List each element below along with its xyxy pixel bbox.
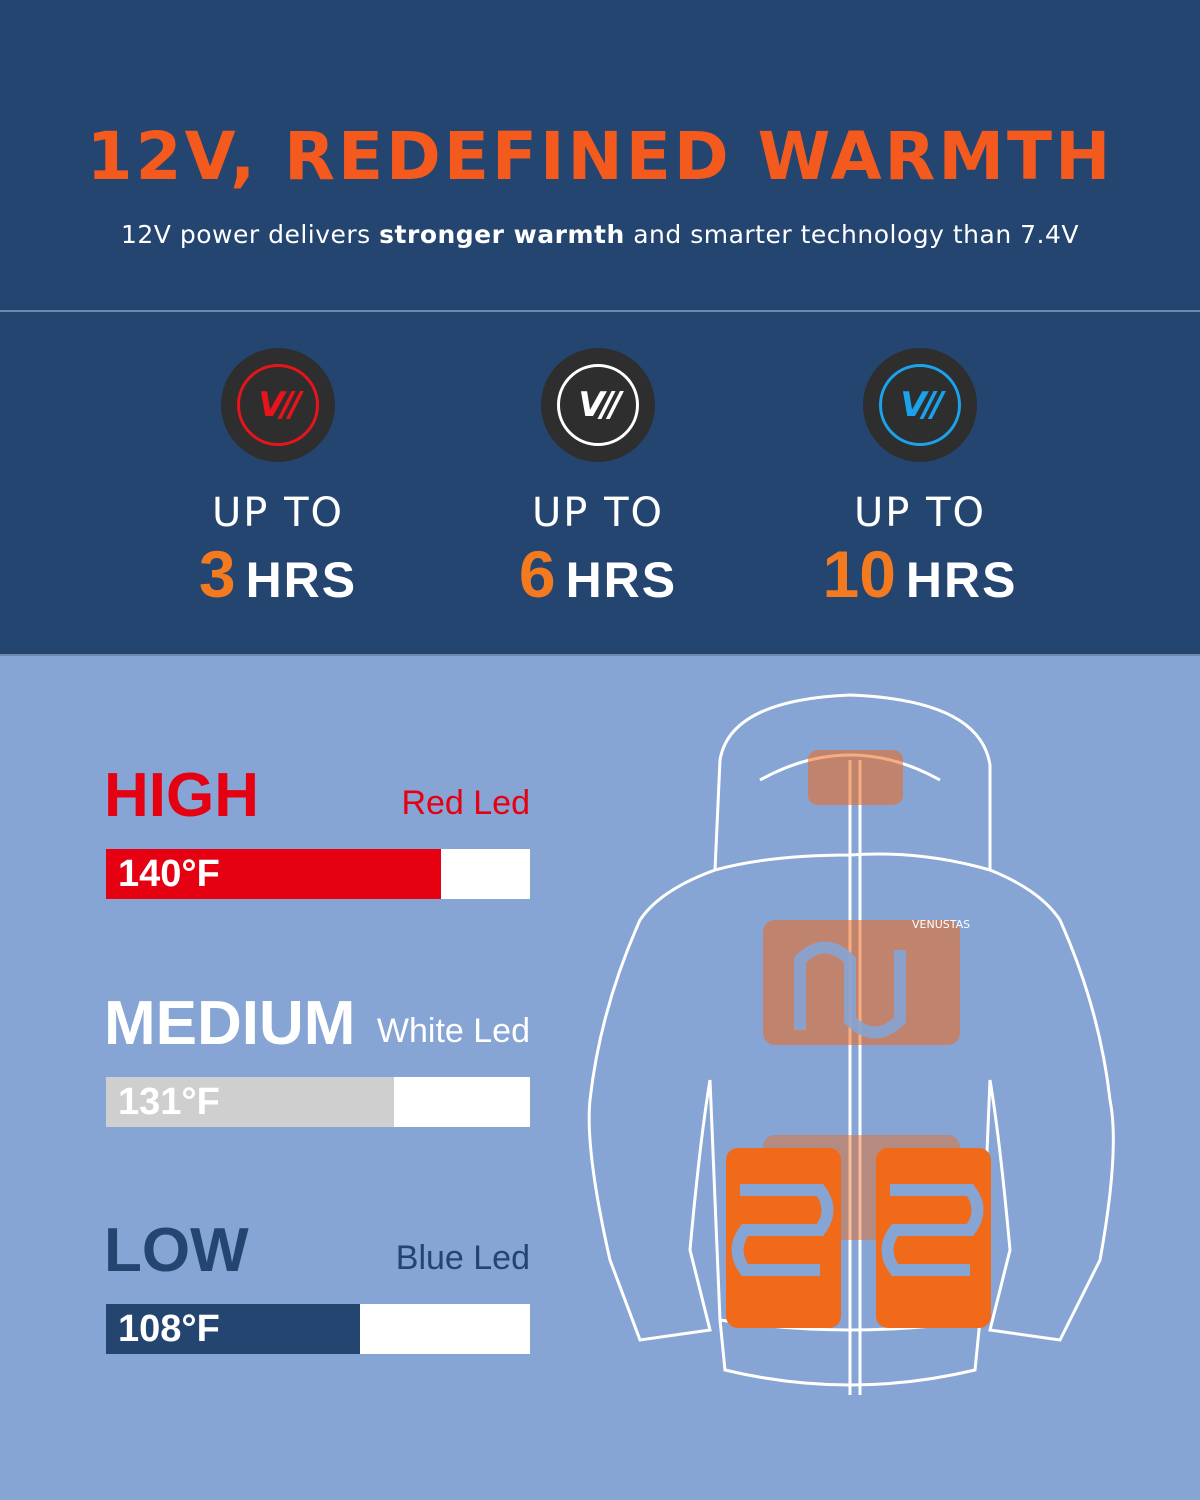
runtime-value: 3 HRS — [198, 537, 358, 611]
brand-logo: VENUSTAS — [912, 918, 970, 931]
collar-heater — [808, 750, 903, 805]
hood-outline — [713, 693, 992, 872]
led-label: Red Led — [401, 784, 530, 822]
divider — [0, 654, 1200, 656]
level-name: HIGH — [104, 761, 259, 830]
subtitle: 12V power delivers stronger warmth and s… — [121, 220, 1079, 249]
temperature-bar: 131°F — [106, 1077, 530, 1127]
runtime-6-hrs: V// UP TO 6 HRS — [438, 348, 758, 612]
temperature-bar: 108°F — [106, 1304, 530, 1354]
heated-jacket-illustration: VENUSTAS — [587, 693, 1115, 1395]
led-label: Blue Led — [395, 1239, 530, 1277]
temperature-value: 108°F — [118, 1308, 220, 1350]
temperature-bar-fill — [106, 1077, 395, 1127]
page-title: 12V, REDEFINED WARMTH — [86, 118, 1114, 195]
level-name: LOW — [104, 1216, 249, 1285]
temperature-value: 140°F — [118, 853, 220, 895]
temperature-value: 131°F — [118, 1081, 220, 1123]
heat-level-high: HIGH Red Led 140°F — [104, 760, 530, 900]
temperature-bar: 140°F — [106, 849, 530, 899]
top-banner — [0, 0, 1200, 655]
temperature-bar-fill — [106, 1304, 361, 1354]
blue-led-logo-icon: V// — [863, 348, 977, 462]
runtime-value: 10 HRS — [822, 537, 1018, 611]
runtime-value: 6 HRS — [518, 537, 678, 611]
heat-level-medium: MEDIUM White Led 131°F — [104, 988, 530, 1128]
led-label: White Led — [376, 1012, 530, 1050]
temperature-bar-fill — [106, 849, 441, 899]
divider — [0, 310, 1200, 312]
runtime-3-hrs: V// UP TO 3 HRS — [118, 348, 438, 612]
runtime-label: UP TO — [853, 490, 987, 536]
runtime-label: UP TO — [211, 490, 345, 536]
red-led-logo-icon: V// — [221, 348, 335, 462]
runtime-10-hrs: V// UP TO 10 HRS — [760, 348, 1080, 612]
level-name: MEDIUM — [104, 989, 356, 1058]
heat-level-low: LOW Blue Led 108°F — [104, 1215, 530, 1355]
runtime-label: UP TO — [531, 490, 665, 536]
white-led-logo-icon: V// — [541, 348, 655, 462]
